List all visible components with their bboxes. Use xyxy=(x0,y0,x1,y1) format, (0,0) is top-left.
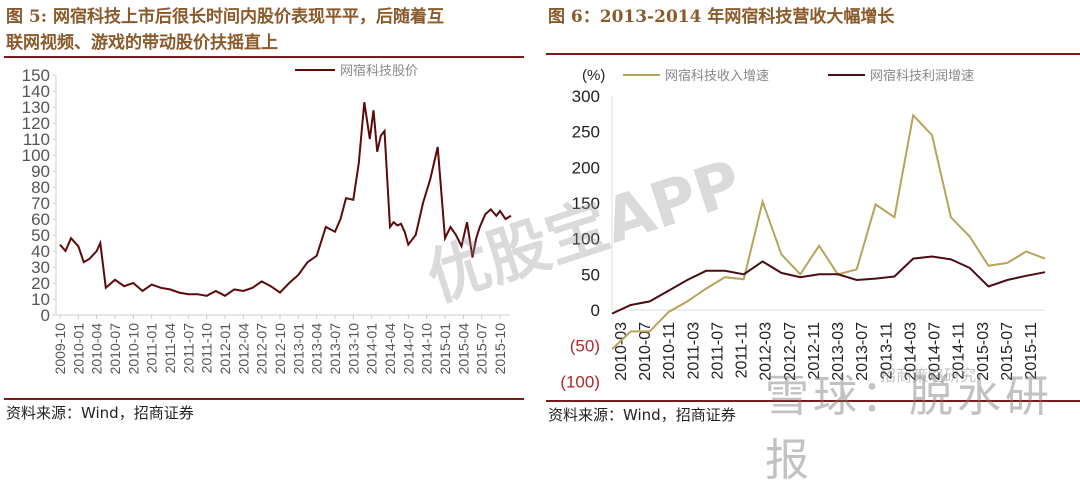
x-tick-label: 2009-10 xyxy=(52,323,68,375)
y-tick-label: 50 xyxy=(31,226,50,245)
x-tick-label: 2014-10 xyxy=(419,323,435,375)
x-tick-label: 2014-07 xyxy=(400,323,416,375)
right-growth-chart: (%) 网宿科技收入增速 网宿科技利润增速 (100) (50) 0 50 100 150… xyxy=(560,67,1046,391)
y-tick-label: 0 xyxy=(41,306,50,325)
y-tick-label: 100 xyxy=(22,146,50,165)
y-tick-label: 150 xyxy=(572,194,600,213)
x-tick-label: 2011-04 xyxy=(162,323,178,374)
y-tick-label: 110 xyxy=(23,130,50,149)
x-tick-label: 2010-01 xyxy=(70,323,86,375)
x-tick-label: 2011-03 xyxy=(685,322,702,380)
x-tick-label: 2012-03 xyxy=(758,322,775,381)
right-title-rule xyxy=(546,53,1080,55)
x-tick-label: 2013-01 xyxy=(290,323,306,375)
left-x-axis: 2009-10 2010-01 2010-04 2010-07 2010-10 2011-… xyxy=(52,314,510,375)
x-tick-label: 2010-07 xyxy=(637,322,654,381)
y-tick-label: 250 xyxy=(572,123,600,142)
x-tick-label: 2015-04 xyxy=(455,323,471,375)
x-tick-label: 2013-04 xyxy=(309,323,325,375)
x-tick-label: 2011-07 xyxy=(709,322,726,380)
left-title-line1: 图 5: 网宿科技上市后很长时间内股价表现平平，后随着互 xyxy=(6,7,444,27)
left-source: 资料来源：Wind，招商证券 xyxy=(6,404,194,422)
x-tick-label: 2010-07 xyxy=(107,323,123,375)
y-tick-label: 130 xyxy=(22,98,50,117)
right-chart-title: 图 6：2013-2014 年网宿科技营收大幅增长 xyxy=(548,7,895,27)
x-tick-label: 2015-07 xyxy=(474,323,490,375)
x-tick-label: 2012-04 xyxy=(235,323,251,375)
x-tick-label: 2012-01 xyxy=(217,323,233,375)
x-tick-label: 2014-01 xyxy=(364,323,380,375)
y-tick-label: 10 xyxy=(31,290,50,309)
x-tick-label: 2011-07 xyxy=(180,323,196,374)
x-tick-label: 2010-04 xyxy=(89,323,105,375)
y-tick-label: 60 xyxy=(31,210,50,229)
left-title-line2: 联网视频、游戏的带动股价扶摇直上 xyxy=(6,33,278,53)
y-tick-label: 90 xyxy=(31,162,50,181)
x-tick-label: 2010-11 xyxy=(661,322,678,380)
x-tick-label: 2012-10 xyxy=(272,323,288,375)
y-tick-label: 100 xyxy=(572,230,600,249)
x-tick-label: 2015-01 xyxy=(437,323,453,375)
y-tick-label: 0 xyxy=(591,301,600,320)
left-title-rule xyxy=(4,56,524,58)
x-tick-label: 2010-03 xyxy=(613,322,630,381)
x-tick-label: 2011-10 xyxy=(199,323,215,374)
x-tick-label: 2014-03 xyxy=(902,322,919,381)
left-source-rule xyxy=(4,398,524,400)
y-tick-label: 70 xyxy=(31,194,50,213)
x-tick-label: 2013-07 xyxy=(327,323,343,375)
right-y-axis: (100) (50) 0 50 100 150 200 250 300 xyxy=(560,87,1045,391)
x-tick-label: 2013-10 xyxy=(345,323,361,375)
x-tick-label: 2015-07 xyxy=(999,322,1016,381)
x-tick-label: 2012-07 xyxy=(254,323,270,375)
x-tick-label: 2013-03 xyxy=(830,322,847,381)
x-tick-label: 2011-11 xyxy=(734,322,751,378)
x-tick-label: 2015-03 xyxy=(975,322,992,381)
stock-price-line xyxy=(59,102,512,297)
y-tick-label: 50 xyxy=(581,265,600,284)
y-tick-label: 300 xyxy=(572,87,600,106)
right-source-rule xyxy=(546,400,1080,402)
y-tick-label: 150 xyxy=(22,66,50,85)
x-tick-label: 2014-07 xyxy=(927,322,944,381)
right-x-axis: 2010-03 2010-07 2010-11 2011-03 2011-07 2011-… xyxy=(613,322,1040,381)
y-tick-label: 140 xyxy=(22,82,50,101)
x-tick-label: 2010-10 xyxy=(125,323,141,375)
y-tick-label: (100) xyxy=(560,372,600,391)
y-tick-label: 40 xyxy=(31,242,50,261)
y-tick-label: (50) xyxy=(570,337,600,356)
x-tick-label: 2013-07 xyxy=(854,322,871,381)
x-tick-label: 2011-01 xyxy=(144,323,160,374)
y-tick-label: 80 xyxy=(31,178,50,197)
y-tick-label: 20 xyxy=(31,274,50,293)
legend-profit-label: 网宿科技利润增速 xyxy=(870,68,974,84)
x-tick-label: 2014-11 xyxy=(951,322,968,380)
x-tick-label: 2012-07 xyxy=(782,322,799,381)
y-tick-label: 200 xyxy=(572,158,600,177)
y-tick-label: 120 xyxy=(22,114,50,133)
legend-stock-label: 网宿科技股价 xyxy=(340,63,418,79)
legend-revenue-label: 网宿科技收入增速 xyxy=(665,68,769,84)
x-tick-label: 2014-04 xyxy=(382,323,398,375)
x-tick-label: 2013-11 xyxy=(878,322,895,380)
x-tick-label: 2015-10 xyxy=(492,323,508,375)
x-tick-label: 2015-11 xyxy=(1023,322,1040,380)
right-source: 资料来源：Wind，招商证券 xyxy=(548,406,736,424)
y-tick-label: 30 xyxy=(31,258,50,277)
left-chart-title: 图 5: 网宿科技上市后很长时间内股价表现平平，后随着互 联网视频、游戏的带动股… xyxy=(6,4,531,56)
x-tick-label: 2012-11 xyxy=(806,322,823,380)
unit-label: (%) xyxy=(582,67,605,84)
revenue-growth-line xyxy=(611,113,1046,350)
profit-growth-line xyxy=(611,255,1046,315)
